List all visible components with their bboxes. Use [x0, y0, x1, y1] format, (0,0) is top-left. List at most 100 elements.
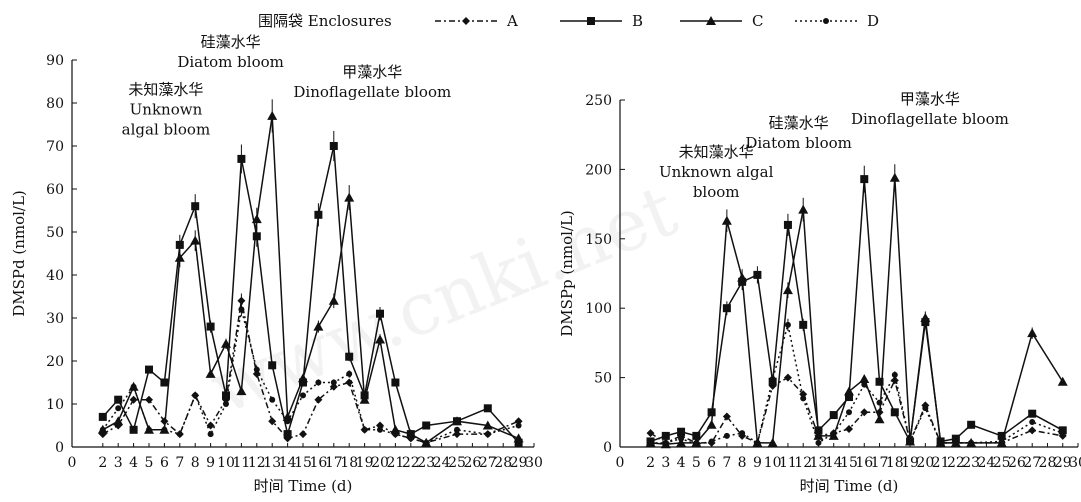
- data-point-A: [722, 412, 731, 421]
- annotation-text: 硅藻水华: [769, 114, 829, 132]
- data-point-C: [298, 373, 308, 383]
- data-point-D: [800, 395, 807, 402]
- data-point-B: [237, 154, 246, 163]
- x-tick-label: 3: [661, 455, 670, 471]
- y-tick-label: 200: [585, 162, 612, 178]
- data-point-D: [708, 438, 715, 445]
- data-point-D: [115, 405, 122, 412]
- data-point-B: [283, 430, 292, 439]
- y-tick-label: 50: [594, 371, 612, 387]
- data-point-B: [206, 322, 215, 331]
- data-point-C: [236, 386, 247, 396]
- annotation-text: Dinoflagellate bloom: [293, 83, 451, 101]
- y-tick-label: 0: [55, 440, 64, 456]
- data-point-B: [191, 202, 200, 211]
- data-point-A: [860, 408, 869, 417]
- data-point-B: [753, 270, 762, 279]
- legend-label-A: A: [506, 12, 518, 30]
- x-tick-label: 15: [840, 455, 858, 471]
- annotation-text: 未知藻水华: [128, 80, 203, 98]
- data-point-A: [314, 395, 323, 404]
- data-point-B: [514, 438, 523, 447]
- x-tick-label: 22: [402, 455, 420, 471]
- x-tick-label: 19: [356, 455, 374, 471]
- y-tick-label: 70: [46, 139, 64, 155]
- data-point-A: [160, 417, 169, 426]
- data-point-B: [252, 232, 261, 241]
- annotation-text: Unknown: [130, 100, 203, 118]
- data-point-D: [815, 439, 822, 446]
- series-B: [646, 165, 1067, 446]
- x-tick-label: 27: [1023, 455, 1041, 471]
- data-point-C: [676, 437, 687, 447]
- x-tick-label: 16: [855, 455, 873, 471]
- data-point-C: [344, 192, 355, 202]
- data-point-B: [483, 404, 492, 413]
- data-point-C: [190, 235, 201, 245]
- y-tick-label: 30: [46, 311, 64, 327]
- x-tick-label: 7: [175, 455, 184, 471]
- x-tick-label: 25: [993, 455, 1011, 471]
- data-point-D: [99, 426, 106, 433]
- data-point-D: [952, 439, 959, 446]
- annotation-text: 甲藻水华: [342, 63, 402, 81]
- x-tick-label: 28: [1039, 455, 1057, 471]
- x-tick-label: 13: [810, 455, 828, 471]
- x-tick-label: 4: [129, 455, 138, 471]
- data-point-A: [453, 430, 461, 439]
- x-tick-label: 14: [279, 455, 297, 471]
- data-point-D: [146, 426, 152, 433]
- data-point-B: [422, 421, 431, 430]
- x-tick-label: 23: [962, 455, 980, 471]
- data-point-B: [314, 210, 323, 219]
- data-point-B: [160, 378, 169, 387]
- x-tick-label: 23: [417, 455, 435, 471]
- data-point-A: [129, 395, 138, 404]
- data-point-B: [391, 378, 400, 387]
- data-point-C: [782, 285, 793, 295]
- x-tick-label: 5: [145, 455, 154, 471]
- y-tick-label: 80: [46, 96, 64, 112]
- data-point-D: [161, 426, 168, 433]
- data-point-D: [407, 435, 414, 442]
- data-point-B: [799, 320, 808, 329]
- data-point-D: [876, 399, 883, 406]
- y-axis-label: DMSPd (nmol/L): [10, 190, 28, 317]
- x-tick-label: 19: [901, 455, 919, 471]
- watermark: www.cnki.net: [199, 168, 688, 431]
- x-axis-label: 时间 Time (d): [254, 477, 353, 495]
- data-point-B: [997, 431, 1006, 440]
- x-axis-label: 时间 Time (d): [800, 477, 899, 495]
- data-point-C: [737, 272, 748, 282]
- x-tick-label: 12: [248, 455, 266, 471]
- x-tick-label: 26: [1008, 455, 1026, 471]
- data-point-D: [392, 431, 399, 438]
- legend-marker-D: [823, 18, 829, 24]
- data-point-D: [515, 422, 522, 429]
- x-tick-label: 24: [977, 455, 995, 471]
- data-point-A: [646, 429, 655, 438]
- data-point-D: [647, 439, 654, 446]
- data-point-D: [861, 381, 868, 388]
- data-point-B: [722, 304, 731, 313]
- y-tick-label: 100: [585, 301, 612, 317]
- data-point-C: [1057, 376, 1068, 386]
- x-tick-label: 9: [753, 455, 762, 471]
- data-point-D: [907, 438, 914, 445]
- data-point-D: [846, 409, 852, 416]
- data-point-C: [313, 321, 324, 331]
- data-point-D: [968, 439, 975, 446]
- data-point-C: [920, 312, 931, 322]
- data-point-D: [223, 401, 229, 407]
- data-point-D: [454, 426, 460, 433]
- data-point-C: [267, 110, 278, 120]
- data-point-A: [237, 296, 246, 305]
- data-point-D: [346, 370, 353, 377]
- data-point-D: [769, 375, 776, 382]
- data-point-B: [175, 240, 184, 249]
- x-tick-label: 11: [232, 455, 250, 471]
- annotation-text: 未知藻水华: [679, 143, 754, 161]
- x-tick-label: 17: [325, 455, 343, 471]
- data-point-D: [891, 371, 898, 378]
